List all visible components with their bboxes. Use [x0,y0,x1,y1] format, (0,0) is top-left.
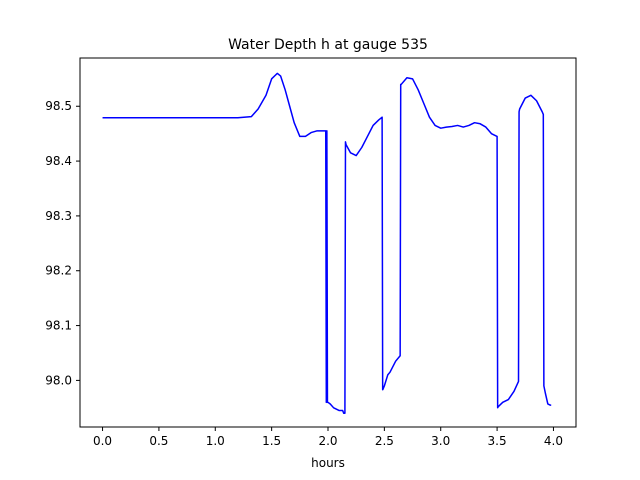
x-tick-label: 3.5 [488,434,507,448]
x-tick-label: 1.0 [206,434,225,448]
plot-frame [79,57,577,428]
x-tick-label: 0.5 [149,434,168,448]
y-tick-label: 98.1 [45,319,72,333]
y-tick-label: 98.0 [45,373,72,387]
x-tick-label: 2.5 [375,434,394,448]
y-tick-label: 98.3 [45,209,72,223]
y-tick-label: 98.5 [45,99,72,113]
x-tick-label: 0.0 [93,434,112,448]
x-tick-label: 1.5 [262,434,281,448]
x-tick-label: 2.0 [318,434,337,448]
y-tick-label: 98.2 [45,264,72,278]
series-line-0 [102,72,552,415]
x-axis-ticks: 0.0 0.5 1.0 1.5 2.0 2.5 3.0 3.5 4.0 [93,427,563,448]
plot-area [102,72,552,415]
chart-title: Water Depth h at gauge 535 [228,37,428,53]
x-tick-label: 4.0 [544,434,563,448]
x-axis-label: hours [311,456,345,470]
x-tick-label: 3.0 [431,434,450,448]
y-tick-label: 98.4 [45,154,72,168]
y-axis-ticks: 98.0 98.1 98.2 98.3 98.4 98.5 [45,99,80,387]
